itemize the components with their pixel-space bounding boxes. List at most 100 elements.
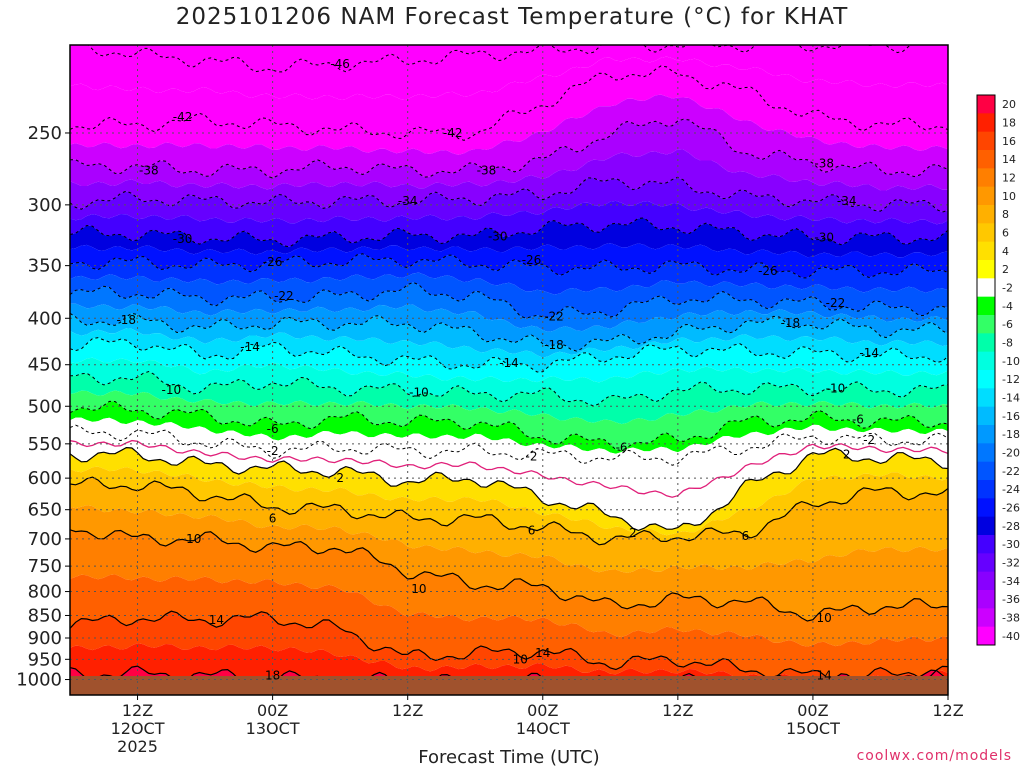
colorbar-label: -22 <box>1002 465 1020 478</box>
colorbar-swatch <box>977 406 995 426</box>
temperature-band <box>70 390 948 451</box>
temperature-band <box>70 371 948 425</box>
temperature-band <box>70 417 948 466</box>
temperature-band <box>70 337 948 383</box>
y-tick-label: 750 <box>28 556 62 577</box>
temperature-field <box>70 45 948 695</box>
y-axis: 2503003504004505005506006507007508008509… <box>16 123 70 691</box>
temperature-band <box>70 119 948 191</box>
temperature-band <box>70 45 948 100</box>
temperature-band <box>70 466 948 545</box>
colorbar-swatch <box>977 425 995 444</box>
colorbar-swatch <box>977 388 995 408</box>
isotherm-line <box>70 529 948 622</box>
colorbar-label: -8 <box>1002 337 1013 350</box>
colorbar-label: -38 <box>1002 612 1020 625</box>
temperature-band <box>70 177 948 225</box>
colorbar-label: -34 <box>1002 575 1020 588</box>
isotherm-label: -2 <box>267 444 279 458</box>
y-tick-label: 950 <box>28 649 62 670</box>
isotherm-label: -18 <box>544 338 564 352</box>
temperature-band <box>70 313 948 358</box>
isotherm-line <box>70 176 948 213</box>
temperature-band <box>70 94 948 179</box>
x-tick-label: 14OCT <box>516 719 570 738</box>
isotherm-label: -22 <box>274 289 294 303</box>
colorbar-label: 4 <box>1002 245 1009 258</box>
colorbar-label: -24 <box>1002 483 1020 496</box>
isotherm-label: -18 <box>781 316 801 330</box>
colorbar-label: 8 <box>1002 208 1009 221</box>
chart-title: 2025101206 NAM Forecast Temperature (°C)… <box>175 4 849 30</box>
isotherm-label: 2 <box>629 526 637 540</box>
ground-surface <box>70 676 948 695</box>
x-tick-label: 13OCT <box>246 719 300 738</box>
y-tick-label: 1000 <box>16 670 62 691</box>
isotherm-label: 18 <box>265 669 280 683</box>
isotherm-line <box>70 65 948 141</box>
colorbar-label: 6 <box>1002 227 1009 240</box>
y-tick-label: 450 <box>28 355 62 376</box>
isotherm-line <box>70 424 948 466</box>
y-tick-label: 650 <box>28 500 62 521</box>
isotherm-label: -30 <box>173 232 193 246</box>
isotherm-label: -2 <box>863 433 875 447</box>
colorbar-swatch <box>977 168 995 188</box>
colorbar-swatch <box>977 296 995 316</box>
isotherm-label: -30 <box>488 229 508 243</box>
isotherm-label: -42 <box>443 126 463 140</box>
colorbar-label: -30 <box>1002 538 1020 551</box>
temperature-band <box>70 243 948 278</box>
colorbar-label: -2 <box>1002 282 1013 295</box>
colorbar-swatch <box>977 480 995 499</box>
colorbar-swatch <box>977 113 995 133</box>
colorbar-label: -6 <box>1002 318 1013 331</box>
isotherm-label: -38 <box>139 164 159 178</box>
colorbar-swatch <box>977 626 995 646</box>
isotherm-label: 10 <box>411 582 426 596</box>
x-tick-label: 12Z <box>662 701 693 720</box>
colorbar-swatch <box>977 443 995 463</box>
temperature-band <box>70 253 948 295</box>
colorbar-swatch <box>977 333 995 353</box>
temperature-band <box>70 425 948 498</box>
x-tick-label: 00Z <box>257 701 288 720</box>
y-tick-label: 300 <box>28 195 62 216</box>
isotherm-label: -46 <box>330 57 350 71</box>
isotherm-label: -22 <box>544 309 564 323</box>
colorbar-swatch <box>977 315 995 334</box>
y-tick-label: 900 <box>28 628 62 649</box>
colorbar-label: -28 <box>1002 520 1020 533</box>
colorbar-label: 16 <box>1002 135 1016 148</box>
x-tick-label: 00Z <box>527 701 558 720</box>
isotherm-label: -18 <box>116 313 136 327</box>
colorbar-frame <box>976 94 996 646</box>
isotherm-label: -34 <box>398 194 418 208</box>
colorbar-label: -20 <box>1002 447 1020 460</box>
isotherm-line <box>87 45 912 73</box>
isotherm-label: 10 <box>186 532 201 546</box>
isotherm-label: 2 <box>843 447 851 461</box>
isotherm-line <box>70 476 948 546</box>
colorbar-label: -12 <box>1002 373 1020 386</box>
isotherm-label: -6 <box>852 412 864 426</box>
isotherm-label: -26 <box>263 255 283 269</box>
x-axis-label: Forecast Time (UTC) <box>418 747 599 768</box>
temperature-band <box>70 303 948 352</box>
colorbar-label: 14 <box>1002 153 1016 166</box>
colorbar-swatch <box>977 278 995 298</box>
y-tick-label: 350 <box>28 256 62 277</box>
colorbar-label: -32 <box>1002 557 1020 570</box>
x-tick-label: 12Z <box>932 701 963 720</box>
colorbar-label: 18 <box>1002 117 1016 130</box>
colorbar-swatch <box>977 260 995 279</box>
colorbar-swatch <box>977 351 995 371</box>
colorbar-swatch <box>977 553 995 573</box>
colorbar-label: 12 <box>1002 172 1016 185</box>
temperature-band <box>70 477 948 573</box>
isotherm-line <box>70 217 948 248</box>
colorbar-label: -16 <box>1002 410 1020 423</box>
isotherm-line <box>70 118 948 179</box>
